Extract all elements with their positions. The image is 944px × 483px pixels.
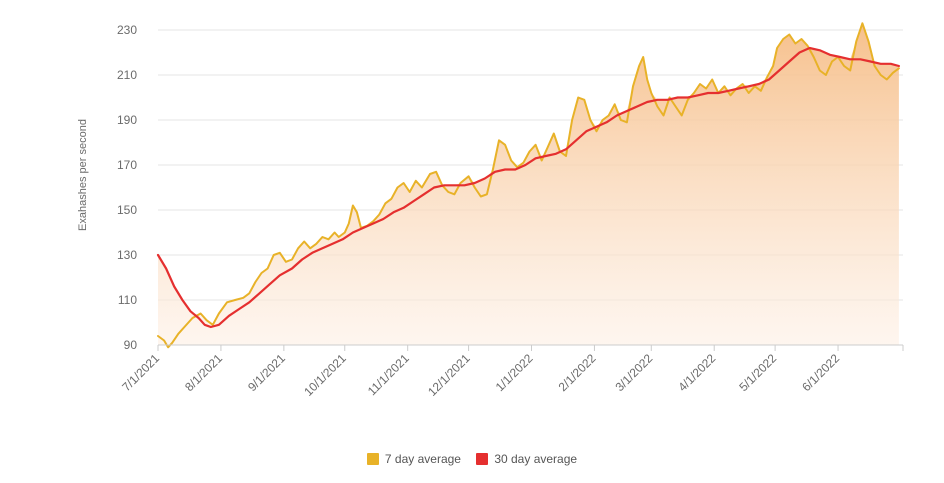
area-fill <box>158 23 899 346</box>
legend: 7 day average 30 day average <box>0 452 944 468</box>
y-tick-label-130: 130 <box>117 248 137 262</box>
series-7-day-average-line <box>157 22 900 349</box>
y-tick-label-90: 90 <box>124 338 138 352</box>
legend-swatch-30-day <box>476 453 489 465</box>
x-tick-label-5: 12/1/2021 <box>425 351 473 399</box>
legend-item-7-day[interactable]: 7 day average <box>366 452 461 466</box>
x-tick-label-0: 7/1/2021 <box>119 351 162 394</box>
x-tick-label-3: 10/1/2021 <box>301 351 349 399</box>
legend-label-7-day: 7 day average <box>384 452 461 466</box>
x-tick-label-8: 3/1/2022 <box>612 351 655 394</box>
x-tick-labels: 7/1/2021 8/1/2021 9/1/2021 10/1/2021 11/1/20… <box>119 351 842 399</box>
y-tick-labels: 90 110 130 150 170 190 210 230 <box>117 23 137 352</box>
y-tick-label-190: 190 <box>117 113 137 127</box>
y-tick-label-110: 110 <box>118 293 137 307</box>
x-tick-label-10: 5/1/2022 <box>736 351 779 394</box>
x-tick-label-1: 8/1/2021 <box>182 351 225 394</box>
y-axis-title: Exahashes per second <box>77 119 89 231</box>
x-tick-label-11: 6/1/2022 <box>799 351 842 394</box>
y-tick-label-150: 150 <box>117 203 137 217</box>
y-tick-label-230: 230 <box>117 23 137 37</box>
series-30-day-average-line <box>156 46 900 329</box>
x-tick-label-4: 11/1/2021 <box>365 351 412 398</box>
legend-swatch-7-day <box>366 453 379 465</box>
legend-item-30-day[interactable]: 30 day average <box>476 452 577 466</box>
y-tick-label-210: 210 <box>117 68 137 82</box>
x-tick-label-9: 4/1/2022 <box>675 351 718 394</box>
x-tick-label-7: 2/1/2022 <box>556 351 599 394</box>
x-ticks <box>157 345 904 351</box>
x-tick-label-6: 1/1/2022 <box>493 351 536 394</box>
legend-label-30-day: 30 day average <box>494 452 578 466</box>
y-tick-label-170: 170 <box>117 158 137 172</box>
x-tick-label-2: 9/1/2021 <box>245 351 288 394</box>
